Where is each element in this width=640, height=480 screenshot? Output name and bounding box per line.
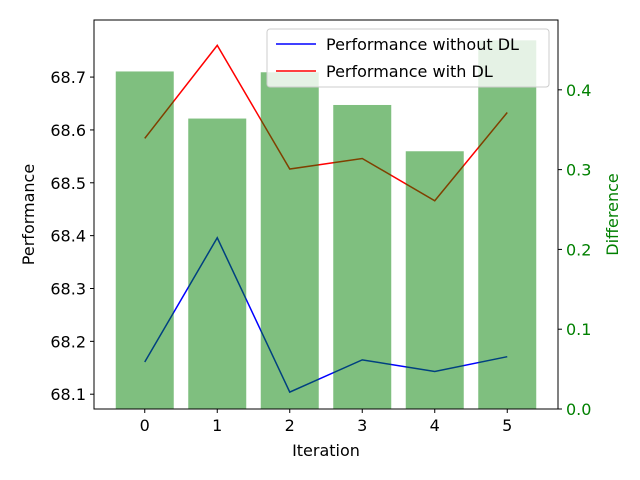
left-tick-label: 68.6 — [50, 121, 86, 140]
x-tick-label: 3 — [357, 416, 367, 435]
right-tick-label: 0.4 — [566, 81, 591, 100]
x-tick-label: 0 — [140, 416, 150, 435]
left-tick-label: 68.3 — [50, 279, 86, 298]
left-tick-label: 68.1 — [50, 385, 86, 404]
left-axis-label: Performance — [19, 164, 38, 265]
right-tick-label: 0.1 — [566, 320, 591, 339]
x-tick-label: 2 — [285, 416, 295, 435]
left-tick-label: 68.2 — [50, 332, 86, 351]
plot-frame — [93, 19, 559, 410]
difference-bar — [260, 72, 319, 410]
right-tick-label: 0.2 — [566, 240, 591, 259]
x-tick-label: 4 — [430, 416, 440, 435]
right-tick-label: 0.3 — [566, 161, 591, 180]
legend: Performance without DL Performance with D… — [266, 28, 550, 88]
legend-label: Performance without DL — [326, 35, 519, 54]
difference-bar — [405, 151, 464, 409]
right-tick-label: 0.0 — [566, 400, 591, 419]
right-axis-ticks: 0.0 0.1 0.2 0.3 0.4 — [558, 81, 591, 419]
difference-bars — [115, 40, 537, 410]
x-axis-label: Iteration — [292, 441, 360, 460]
right-axis-label: Difference — [603, 173, 622, 255]
difference-bar — [478, 40, 537, 410]
left-axis-ticks: 68.1 68.2 68.3 68.4 68.5 68.6 68.7 — [50, 68, 94, 404]
left-tick-label: 68.5 — [50, 174, 86, 193]
x-tick-label: 5 — [502, 416, 512, 435]
difference-bar — [188, 118, 247, 410]
x-axis-ticks: 0 1 2 3 4 5 — [140, 409, 512, 435]
left-tick-label: 68.4 — [50, 227, 86, 246]
x-tick-label: 1 — [212, 416, 222, 435]
legend-label: Performance with DL — [326, 62, 493, 81]
legend-box — [266, 28, 550, 88]
left-tick-label: 68.7 — [50, 68, 86, 87]
difference-bar — [115, 71, 174, 410]
difference-bar — [333, 104, 392, 409]
